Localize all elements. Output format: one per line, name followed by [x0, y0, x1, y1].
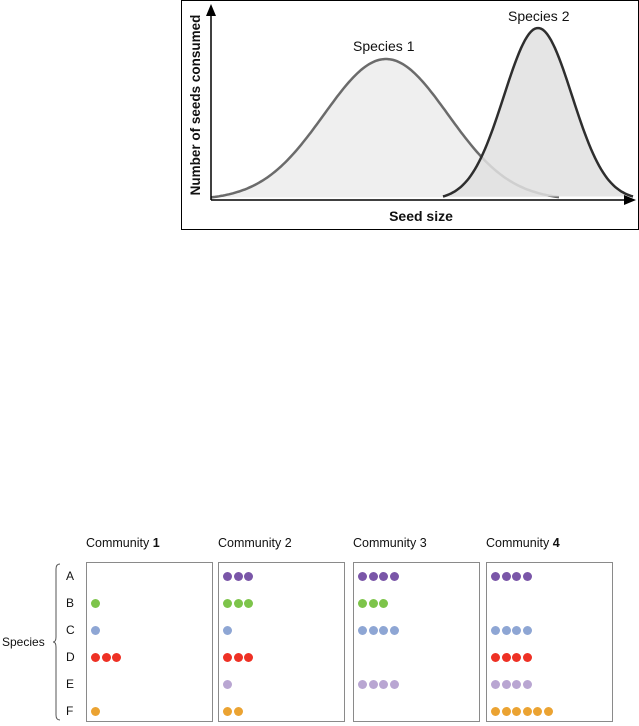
individual-dot-b [244, 599, 253, 608]
individual-dot-a [389, 572, 399, 581]
species-row-label: E [66, 677, 75, 691]
individual-dot-c [379, 626, 388, 635]
individual-dot-e [522, 680, 532, 689]
species-row-label: A [66, 569, 75, 583]
individual-dot-a [522, 572, 532, 581]
individual-dot-a [233, 572, 243, 581]
community-number: 2 [284, 536, 292, 550]
individual-dot-d [223, 653, 232, 662]
individual-dot-a [368, 572, 378, 581]
individual-dot-b [91, 599, 100, 608]
individual-dot-f [91, 707, 100, 716]
community-box [353, 562, 480, 722]
individual-dot-e [368, 680, 378, 689]
individual-dot-c [389, 626, 399, 635]
species-row-label: C [66, 623, 75, 637]
individual-dot-f [491, 707, 500, 716]
individual-dot-c [522, 626, 532, 635]
community-label: Community [486, 536, 553, 550]
individual-dot-f [233, 707, 243, 716]
individual-dot-e [379, 680, 388, 689]
individual-dot-b [379, 599, 388, 608]
individual-dot-a [223, 572, 232, 581]
species-2-curve [442, 26, 634, 198]
community-header: Community 2 [218, 536, 292, 550]
community-box [218, 562, 345, 722]
individual-dot-d [491, 653, 500, 662]
species-1-label: Species 1 [353, 38, 415, 54]
community-number: 1 [152, 536, 160, 550]
individual-dot-a [512, 572, 521, 581]
species-2-label: Species 2 [508, 8, 570, 24]
individual-dot-c [512, 626, 521, 635]
individual-dot-d [233, 653, 243, 662]
community-label: Community [86, 536, 153, 550]
individual-dot-d [101, 653, 111, 662]
x-axis-label: Seed size [389, 208, 453, 224]
individual-dot-c [368, 626, 378, 635]
species-row-label: B [66, 596, 75, 610]
individual-dot-c [501, 626, 511, 635]
seed-size-chart: Number of seeds consumed Seed size Speci… [181, 0, 639, 230]
individual-dot-b [358, 599, 367, 608]
individual-dot-e [491, 680, 500, 689]
species-row-label: F [66, 704, 74, 718]
individual-dot-e [501, 680, 511, 689]
individual-dot-e [389, 680, 399, 689]
community-label: Community [353, 536, 420, 550]
individual-dot-d [244, 653, 253, 662]
individual-dot-b [223, 599, 232, 608]
individual-dot-b [368, 599, 378, 608]
community-number: 3 [419, 536, 427, 550]
individual-dot-a [379, 572, 388, 581]
individual-dot-a [358, 572, 367, 581]
individual-dot-f [512, 707, 521, 716]
individual-dot-f [522, 707, 532, 716]
individual-dot-d [512, 653, 521, 662]
species-axis-label: Species [2, 635, 45, 649]
species-bracket [52, 563, 61, 721]
individual-dot-c [491, 626, 500, 635]
community-number: 4 [552, 536, 560, 550]
community-box [86, 562, 213, 722]
individual-dot-c [358, 626, 367, 635]
y-axis-arrowhead [206, 4, 216, 16]
species-row-label: D [66, 650, 75, 664]
community-header: Community 1 [86, 536, 160, 550]
community-header: Community 3 [353, 536, 427, 550]
individual-dot-f [543, 707, 553, 716]
individual-dot-f [501, 707, 511, 716]
individual-dot-f [223, 707, 232, 716]
individual-dot-c [91, 626, 100, 635]
individual-dot-c [223, 626, 232, 635]
individual-dot-e [358, 680, 367, 689]
individual-dot-d [522, 653, 532, 662]
individual-dot-a [501, 572, 511, 581]
community-header: Community 4 [486, 536, 560, 550]
individual-dot-d [501, 653, 511, 662]
individual-dot-d [112, 653, 121, 662]
individual-dot-a [244, 572, 253, 581]
individual-dot-a [491, 572, 500, 581]
community-box [486, 562, 613, 722]
individual-dot-e [223, 680, 232, 689]
individual-dot-b [233, 599, 243, 608]
individual-dot-d [91, 653, 100, 662]
community-label: Community [218, 536, 285, 550]
individual-dot-e [512, 680, 521, 689]
individual-dot-f [533, 707, 542, 716]
y-axis-label: Number of seeds consumed [188, 14, 203, 196]
x-axis-arrowhead [624, 195, 636, 205]
seed-size-chart-canvas [181, 0, 639, 230]
